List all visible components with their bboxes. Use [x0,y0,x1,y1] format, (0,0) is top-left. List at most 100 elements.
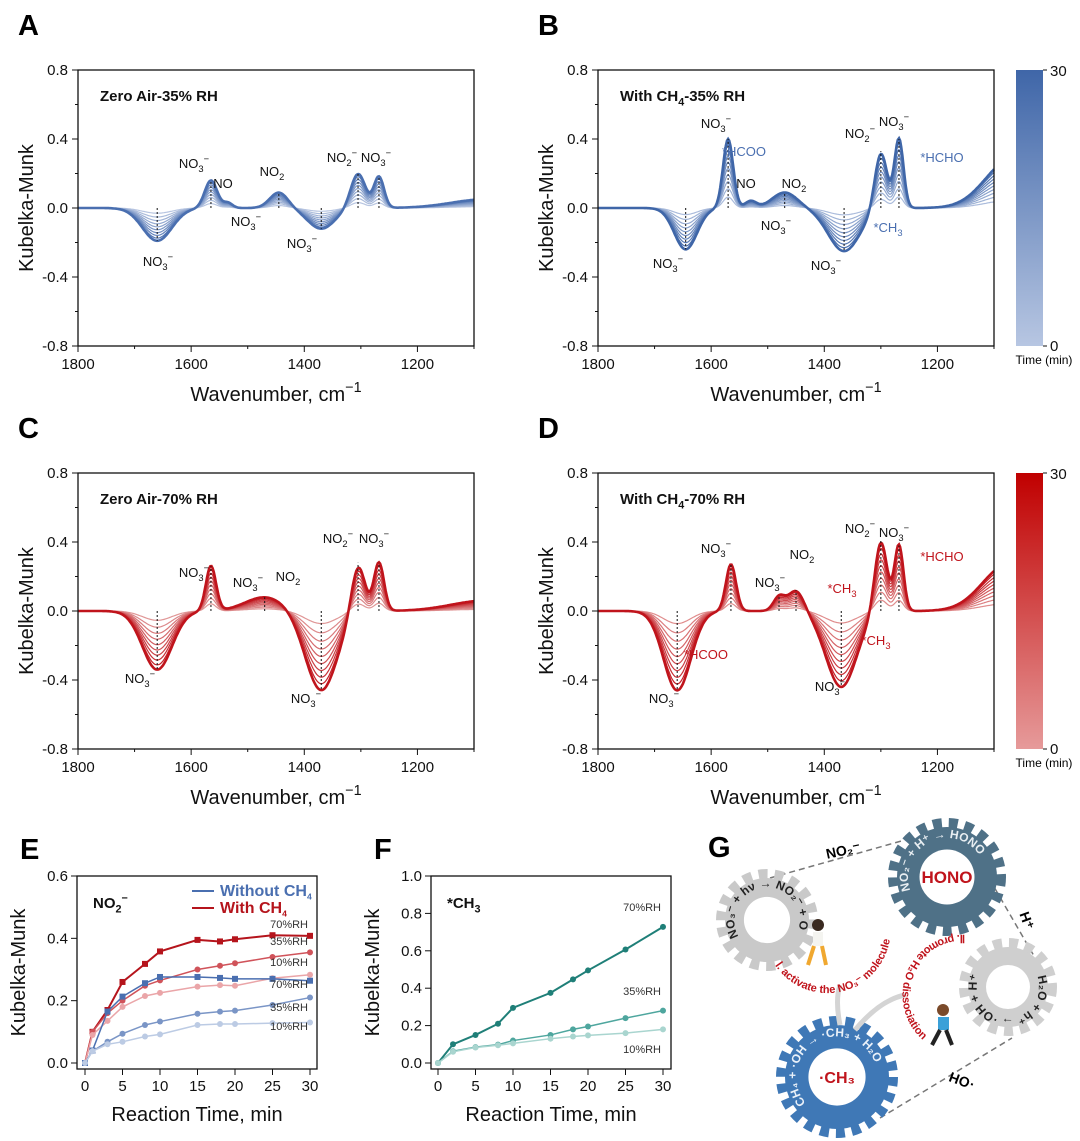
colorbar-min: 0 [1050,338,1058,355]
text-segment: − [204,563,209,573]
peak-annotation: NO [213,176,233,191]
peak-annotation: NO2− [845,519,875,539]
text-segment: NO [782,176,802,191]
text-segment: − [870,519,875,529]
series-label: 10%RH [270,957,308,969]
x-tick-label: 20 [580,1078,597,1095]
y-tick-label: 0.4 [401,980,422,997]
data-point [269,1020,276,1027]
text-segment: 3 [310,699,315,709]
data-point [435,1060,441,1066]
data-point [307,1019,313,1026]
data-point [570,976,576,983]
peak-annotation: NO3− [879,112,909,132]
person-shirt [813,932,823,946]
x-tick-label: 25 [264,1078,281,1095]
y-tick-label: 0.4 [47,930,68,947]
text-segment: Zero Air-35% RH [100,88,218,105]
text-segment: 3 [774,583,779,593]
data-point [585,967,591,974]
y-tick-label: 0.0 [567,200,588,217]
y-tick-label: 0.8 [567,62,588,79]
peak-annotation: NO3− [701,539,731,559]
text-segment: NO [276,569,296,584]
text-segment: 4 [282,909,287,919]
x-tick-label: 1400 [288,759,321,776]
data-point [142,992,148,999]
y-tick-label: 0.6 [401,943,422,960]
data-point [450,1048,456,1055]
text-segment: −1 [345,380,361,396]
spectrum-curve [598,135,995,253]
text-segment: NO [231,214,251,229]
data-point [232,1007,238,1014]
y-tick-label: 1.0 [401,868,422,885]
colorbar-max: 30 [1050,63,1067,80]
data-point [232,936,238,943]
data-point [194,1021,201,1028]
gear-hole [743,896,791,944]
data-point [307,949,313,956]
text-segment: NO [845,521,865,536]
peak-annotation: NO3− [649,689,679,709]
text-segment: − [786,216,791,226]
peak-annotation: NO2 [276,569,301,587]
text-segment: 4 [678,500,684,512]
text-segment: − [836,256,841,266]
x-tick-label: 0 [434,1078,442,1095]
text-segment: − [316,689,321,699]
text-segment: 3 [668,699,673,709]
x-tick-label: 5 [118,1078,126,1095]
data-point [194,983,201,990]
x-axis-label: Reaction Time, min [111,1104,282,1126]
x-tick-label: 1600 [694,759,727,776]
gear-methane: CH₄ + ·OH → ·CH₃ + H₂O·CH₃ [776,1016,898,1138]
series-label: 35%RH [623,986,661,998]
text-segment: − [258,573,263,583]
person-shirt [938,1017,949,1030]
y-tick-label: 0.6 [47,868,68,885]
gear-teeth [716,869,818,971]
peak-annotation: NO3− [359,529,389,549]
text-segment: − [352,148,357,158]
panel-letter: F [374,834,392,866]
text-segment: 2 [279,172,284,182]
y-axis-label: Kubelka-Munk [536,546,558,675]
text-segment: − [150,669,155,679]
y-tick-label: 0.8 [401,905,422,922]
data-point [622,1015,629,1022]
peak-annotation: *CH3 [861,633,890,651]
data-point [157,989,163,996]
x-axis-label: Wavenumber, cm−1 [190,380,361,406]
legend-label: Without CH4 [220,883,312,902]
series-line [84,934,311,1064]
data-point [104,1041,111,1048]
data-point [89,1031,96,1038]
text-segment: *CH [873,220,897,235]
y-tick-label: -0.4 [42,672,68,689]
text-segment: − [678,254,683,264]
text-segment: 3 [144,679,149,689]
x-tick-label: 1600 [174,356,207,373]
arrow-icon [853,992,906,1032]
y-tick-label: -0.8 [42,741,68,758]
y-tick-label: -0.8 [42,338,68,355]
data-point [217,982,223,989]
x-tick-label: 1400 [808,759,841,776]
peak-annotation: NO3− [815,677,845,697]
spectrum-panel-c: C -0.8 -0.4 0.0 0.4 0.8 1800 1600 1400 1200 Kubelk… [16,413,475,809]
text-segment: 2 [116,904,122,916]
panel-letter: B [538,10,559,42]
peak-annotation: NO3− [653,254,683,274]
text-segment: 3 [834,687,839,697]
text-segment: NO [761,218,781,233]
text-segment: − [348,529,353,539]
peak-annotation: *HCOO [684,647,728,662]
gear-water: H₂O + h⁺ → ·OH + H⁺ [959,938,1057,1036]
series-line [437,926,664,1064]
text-segment: 3 [780,226,785,236]
text-segment: NO [361,150,381,165]
gear-methane-center: ·CH₃ [819,1070,855,1087]
text-segment: 2 [295,577,300,587]
